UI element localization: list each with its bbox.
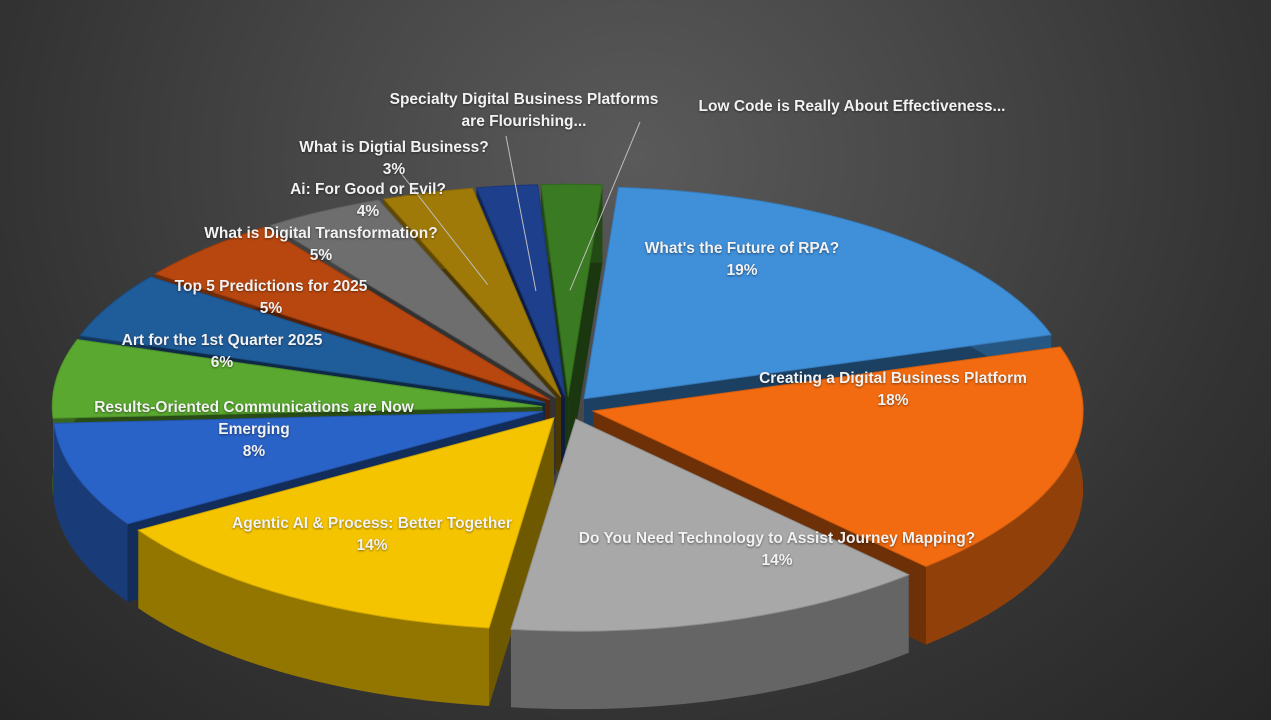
label-name: Specialty Digital Business Platforms are … [389, 91, 659, 130]
slice-what-s-the-future-of-rpa [583, 186, 1053, 400]
label-name: Art for the 1st Quarter 2025 [121, 332, 323, 349]
label-percent: 19% [726, 262, 758, 279]
label-name: Agentic AI & Process: Better Together [232, 515, 512, 532]
label-name: Results-Oriented Communications are Now E… [94, 399, 414, 438]
slice-low-code-is-really-about-effectiveness [540, 183, 604, 397]
label-name: Low Code is Really About Effectiveness..… [698, 98, 1006, 115]
label-name: Top 5 Predictions for 2025 [174, 278, 368, 295]
slice-top-5-predictions-for-2025 [79, 276, 546, 404]
label-future-of-rpa: What's the Future of RPA? 19% [645, 238, 840, 282]
label-percent: 18% [877, 392, 909, 409]
leader-line-what-is-digtial-business [399, 171, 488, 285]
label-percent: 14% [356, 537, 388, 554]
label-percent: 4% [356, 203, 380, 220]
slice-rim [925, 346, 1084, 645]
slice-art-for-the-1st-quarter-2025 [51, 338, 543, 419]
label-percent: 5% [309, 247, 333, 264]
label-top5: Top 5 Predictions for 2025 5% [175, 276, 368, 320]
slice-creating-a-digital-business-platform [591, 346, 1084, 568]
label-name: What is Digtial Business? [299, 139, 489, 156]
label-name: Ai: For Good or Evil? [290, 181, 446, 198]
label-percent: 5% [259, 300, 283, 317]
label-name: What is Digital Transformation? [204, 225, 438, 242]
slice-rim [138, 530, 490, 706]
label-art-q1: Art for the 1st Quarter 2025 6% [122, 330, 323, 374]
label-name: Creating a Digital Business Platform [759, 370, 1027, 387]
label-journey-mapping: Do You Need Technology to Assist Journey… [579, 528, 975, 572]
slice-rim [510, 574, 909, 710]
label-low-code: Low Code is Really About Effectiveness..… [699, 96, 1006, 118]
label-ai-good-evil: Ai: For Good or Evil? 4% [290, 179, 446, 223]
leader-line-low-code-is-really-about-effectiveness [569, 121, 641, 291]
label-name: What's the Future of RPA? [644, 240, 840, 257]
label-results-oriented: Results-Oriented Communications are Now E… [94, 397, 414, 463]
label-percent: 14% [761, 552, 793, 569]
label-percent: 8% [242, 443, 266, 460]
label-digital-business-platform: Creating a Digital Business Platform 18% [759, 368, 1027, 412]
pie-slice-tops [51, 183, 1084, 632]
slice-do-you-need-technology-to-assist-journey-mapping [510, 418, 910, 632]
slice-rim [53, 423, 128, 602]
label-percent: 6% [210, 354, 234, 371]
slice-ai-for-good-or-evil [269, 199, 557, 399]
label-specialty-platforms: Specialty Digital Business Platforms are … [390, 89, 659, 133]
label-digital-transformation: What is Digital Transformation? 5% [204, 223, 437, 267]
label-percent: 3% [382, 161, 406, 178]
leader-line-specialty-digital-business-platforms-are-flourishing [505, 135, 537, 292]
label-name: Do You Need Technology to Assist Journey… [578, 530, 976, 547]
leader-lines [399, 121, 641, 292]
label-agentic-ai: Agentic AI & Process: Better Together 14… [232, 513, 512, 557]
slice-what-is-digital-transformation [154, 226, 551, 401]
slice-agentic-ai-process-better-together [137, 417, 555, 629]
label-digital-business: What is Digtial Business? 3% [299, 137, 488, 181]
slice-what-is-digtial-business [382, 187, 562, 398]
slice-results-oriented-communications-are-now-emerging [53, 411, 544, 525]
slice-specialty-digital-business-platforms-are-flourishing [475, 184, 566, 397]
